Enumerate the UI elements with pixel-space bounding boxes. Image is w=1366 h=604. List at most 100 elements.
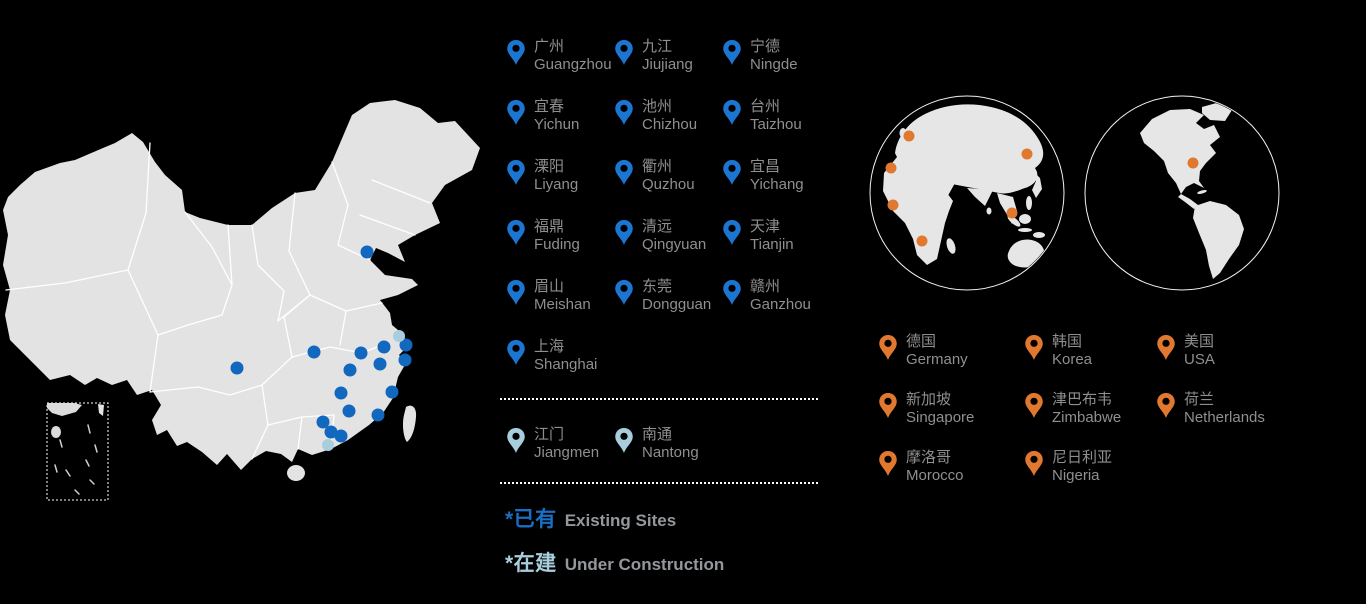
site-names: 溧阳 Liyang	[534, 158, 578, 194]
location-pin-icon	[615, 220, 633, 245]
location-pin-icon	[615, 40, 633, 65]
site-name-en: Germany	[906, 351, 968, 368]
site-name-en: Zimbabwe	[1052, 409, 1122, 426]
site-names: 台州 Taizhou	[750, 98, 802, 134]
site-names: 清远 Qingyuan	[642, 218, 706, 254]
site-names: 广州 Guangzhou	[534, 38, 612, 74]
site-nigeria: 尼日利亚 Nigeria	[1024, 449, 1156, 507]
international-site-dots-east	[885, 130, 1033, 247]
legend-under-construction-en: Under Construction	[564, 555, 725, 574]
site-germany: 德国 Germany	[878, 333, 1024, 391]
dotted-divider	[500, 398, 818, 400]
site-dot	[385, 385, 399, 399]
globe-eastern-hemisphere	[869, 95, 1065, 291]
location-pin-icon	[615, 428, 633, 453]
site-name-en: Dongguan	[642, 296, 712, 313]
site-dot	[398, 353, 412, 367]
international-sites-list: 德国 Germany 韩国 Korea 美国 USA 新加坡 Singapore 津巴布韦 Zim…	[878, 333, 1316, 507]
site-names: 摩洛哥 Morocco	[906, 449, 964, 485]
site-dot-usa	[1187, 157, 1199, 169]
site-dot	[393, 330, 405, 342]
globe-west-landmass	[1140, 102, 1244, 279]
location-pin-icon	[615, 100, 633, 125]
site-name-en: Singapore	[906, 409, 975, 426]
site-name-en: Netherlands	[1184, 409, 1265, 426]
taiwan-island	[403, 405, 417, 442]
site-names: 宜春 Yichun	[534, 98, 579, 134]
site-names: 荷兰 Netherlands	[1184, 391, 1265, 427]
location-pin-icon	[507, 428, 525, 453]
location-pin-icon	[1025, 451, 1043, 476]
existing-sites-list: 广州 Guangzhou 九江 Jiujiang 宁德 Ningde 宜春 Yichun 池州 C…	[506, 38, 834, 398]
site-name-zh: 溧阳	[534, 158, 565, 175]
province-borders	[5, 142, 431, 460]
international-site-dots-west	[1187, 157, 1199, 169]
site-name-zh: 宁德	[750, 38, 781, 55]
site-yichang: 宜昌 Yichang	[722, 158, 834, 218]
dotted-divider	[500, 482, 818, 484]
location-pin-icon	[723, 100, 741, 125]
site-names: 福鼎 Fuding	[534, 218, 580, 254]
site-names: 衢州 Quzhou	[642, 158, 695, 194]
site-jiangmen: 江门 Jiangmen	[506, 426, 614, 486]
location-pin-icon	[723, 220, 741, 245]
site-name-en: Tianjin	[750, 236, 794, 253]
site-name-zh: 荷兰	[1184, 391, 1215, 408]
site-korea: 韩国 Korea	[1024, 333, 1156, 391]
site-names: 新加坡 Singapore	[906, 391, 974, 427]
site-name-zh: 摩洛哥	[906, 449, 952, 466]
site-name-zh: 宜春	[534, 98, 565, 115]
site-fuding: 福鼎 Fuding	[506, 218, 614, 278]
site-dot	[354, 346, 368, 360]
site-names: 宜昌 Yichang	[750, 158, 804, 194]
site-names: 天津 Tianjin	[750, 218, 794, 254]
site-names: 宁德 Ningde	[750, 38, 798, 74]
site-liyang: 溧阳 Liyang	[506, 158, 614, 218]
site-names: 赣州 Ganzhou	[750, 278, 811, 314]
site-names: 津巴布韦 Zimbabwe	[1052, 391, 1121, 427]
location-pin-icon	[723, 280, 741, 305]
legend-under-construction-zh: *在建	[505, 552, 557, 575]
site-yichun: 宜春 Yichun	[506, 98, 614, 158]
site-name-zh: 尼日利亚	[1052, 449, 1113, 466]
location-pin-icon	[723, 40, 741, 65]
site-name-zh: 赣州	[750, 278, 781, 295]
site-qingyuan: 清远 Qingyuan	[614, 218, 722, 278]
site-name-en: Yichun	[534, 116, 580, 133]
site-name-zh: 江门	[534, 426, 565, 443]
site-dot	[342, 404, 356, 418]
site-dot	[360, 245, 374, 259]
site-names: 眉山 Meishan	[534, 278, 591, 314]
location-pin-icon	[507, 220, 525, 245]
site-shanghai: 上海 Shanghai	[506, 338, 614, 398]
site-name-zh: 美国	[1184, 333, 1215, 350]
site-name-en: Jiujiang	[642, 56, 693, 73]
site-names: 上海 Shanghai	[534, 338, 597, 374]
site-name-en: USA	[1184, 351, 1215, 368]
site-guangzhou: 广州 Guangzhou	[506, 38, 614, 98]
site-name-en: Fuding	[534, 236, 580, 253]
site-dot-korea	[1021, 148, 1033, 160]
site-name-zh: 津巴布韦	[1052, 391, 1113, 408]
site-dot-singapore	[1006, 207, 1018, 219]
site-taizhou: 台州 Taizhou	[722, 98, 834, 158]
site-dot	[230, 361, 244, 375]
site-dot	[307, 345, 321, 359]
site-ganzhou: 赣州 Ganzhou	[722, 278, 834, 338]
location-pin-icon	[879, 335, 897, 360]
site-dongguan: 东莞 Dongguan	[614, 278, 722, 338]
site-names: 尼日利亚 Nigeria	[1052, 449, 1112, 485]
site-name-zh: 韩国	[1052, 333, 1083, 350]
site-names: 九江 Jiujiang	[642, 38, 693, 74]
location-pin-icon	[1025, 335, 1043, 360]
site-dot	[322, 439, 334, 451]
site-dot-nigeria	[887, 199, 899, 211]
site-name-en: Taizhou	[750, 116, 802, 133]
inset-south-china-sea	[46, 402, 109, 501]
site-nantong: 南通 Nantong	[614, 426, 726, 486]
site-name-zh: 天津	[750, 218, 781, 235]
site-name-zh: 德国	[906, 333, 937, 350]
globe-east-landmass	[883, 104, 1045, 268]
site-name-en: Chizhou	[642, 116, 698, 133]
site-name-en: Qingyuan	[642, 236, 707, 253]
